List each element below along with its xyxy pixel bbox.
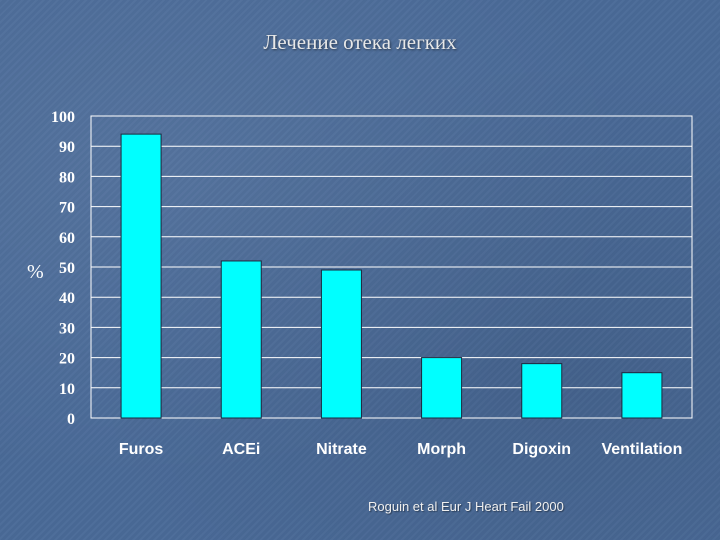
bar-digoxin xyxy=(521,363,563,419)
x-tick-label: ACEi xyxy=(222,441,260,458)
y-tick-label: 90 xyxy=(59,139,75,156)
y-tick-label: 10 xyxy=(59,381,75,398)
y-tick-label: 0 xyxy=(67,411,75,428)
x-tick-label: Digoxin xyxy=(512,441,571,458)
x-tick-label: Ventilation xyxy=(601,441,682,458)
citation: Roguin et al Eur J Heart Fail 2000 xyxy=(368,499,564,514)
y-tick-label: 40 xyxy=(59,290,75,307)
y-tick-label: 70 xyxy=(59,200,75,217)
bar-morph xyxy=(421,357,463,419)
y-tick-label: 80 xyxy=(59,169,75,186)
bar-furos xyxy=(120,133,162,419)
x-tick-label: Furos xyxy=(119,441,164,458)
y-tick-label: 50 xyxy=(59,260,75,277)
bar-ventilation xyxy=(621,372,663,419)
y-tick-label: 100 xyxy=(51,109,75,126)
x-tick-label: Nitrate xyxy=(316,441,367,458)
y-tick-label: 20 xyxy=(59,351,75,368)
bar-nitrate xyxy=(320,269,362,419)
slide-title: Лечение отека легких xyxy=(263,30,457,54)
y-tick-label: 60 xyxy=(59,230,75,247)
y-axis-label: % xyxy=(27,261,44,283)
x-tick-label: Morph xyxy=(417,441,466,458)
bar-acei xyxy=(220,260,262,419)
y-tick-label: 30 xyxy=(59,320,75,337)
